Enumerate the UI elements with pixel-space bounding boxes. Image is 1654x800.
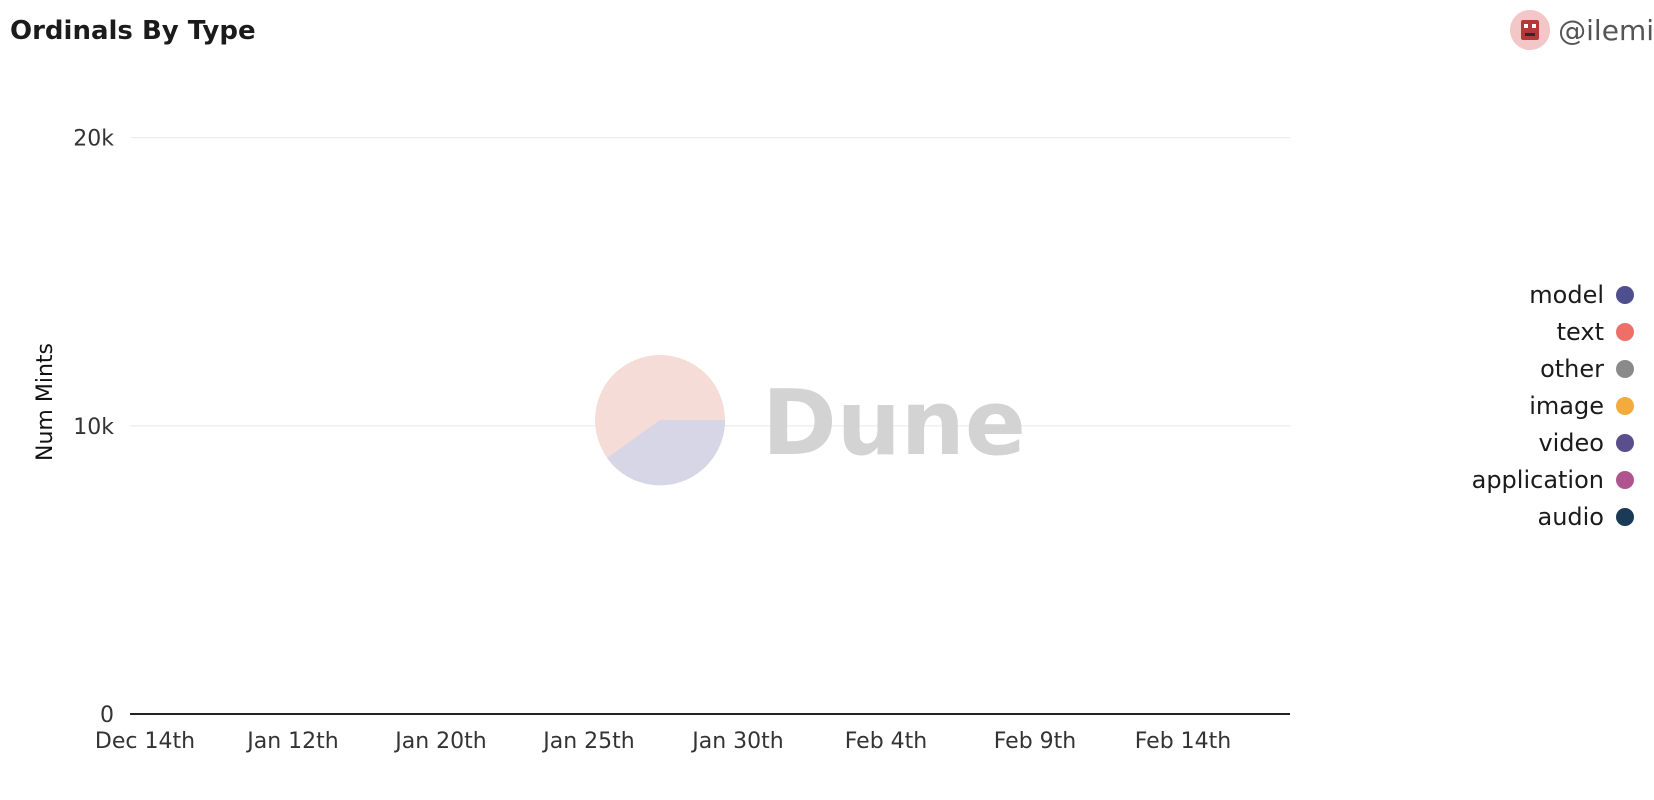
legend-label: other [1540, 354, 1604, 383]
legend-label: image [1529, 391, 1604, 420]
legend-label: application [1471, 465, 1604, 494]
author-name: @ilemi [1558, 13, 1654, 47]
legend-dot-icon [1616, 322, 1634, 341]
legend-label: text [1556, 317, 1604, 346]
legend-item-audio[interactable]: audio [1472, 498, 1634, 535]
legend: model text other image video application audio [1472, 276, 1634, 535]
x-tick-label: Jan 25th [541, 729, 634, 754]
legend-dot-icon [1616, 359, 1634, 378]
y-tick-label: 20k [73, 127, 114, 152]
dune-watermark: Dune [595, 355, 1026, 486]
y-tick-label: 0 [100, 703, 114, 728]
legend-item-other[interactable]: other [1472, 350, 1634, 387]
legend-item-video[interactable]: video [1472, 424, 1634, 461]
x-tick-label: Jan 20th [393, 729, 486, 754]
x-tick-label: Feb 9th [994, 729, 1077, 754]
legend-dot-icon [1616, 507, 1634, 526]
legend-dot-icon [1616, 285, 1634, 304]
x-tick-label: Jan 12th [245, 729, 338, 754]
avatar [1510, 10, 1551, 50]
x-tick-label: Feb 14th [1135, 729, 1232, 754]
avatar-icon [1510, 10, 1551, 50]
legend-item-image[interactable]: image [1472, 387, 1634, 424]
legend-item-model[interactable]: model [1472, 276, 1634, 313]
legend-dot-icon [1616, 470, 1634, 489]
x-tick-label: Dec 14th [95, 729, 195, 754]
x-tick-label: Jan 30th [690, 729, 783, 754]
watermark-text: Dune [762, 371, 1026, 476]
legend-dot-icon [1616, 396, 1634, 415]
legend-item-text[interactable]: text [1472, 313, 1634, 350]
legend-label: video [1538, 428, 1604, 457]
y-tick-label: 10k [73, 415, 114, 440]
x-tick-label: Feb 4th [845, 729, 928, 754]
legend-dot-icon [1616, 433, 1634, 452]
legend-label: model [1529, 280, 1604, 309]
legend-item-application[interactable]: application [1472, 461, 1634, 498]
author-link[interactable]: @ilemi [1510, 10, 1654, 50]
axes: Dec 14th Jan 12th Jan 20th Jan 25th Jan 30th… [95, 713, 1290, 754]
legend-label: audio [1537, 502, 1604, 531]
y-axis-label: Num Mints [33, 343, 58, 461]
chart-title: Ordinals By Type [10, 16, 256, 46]
